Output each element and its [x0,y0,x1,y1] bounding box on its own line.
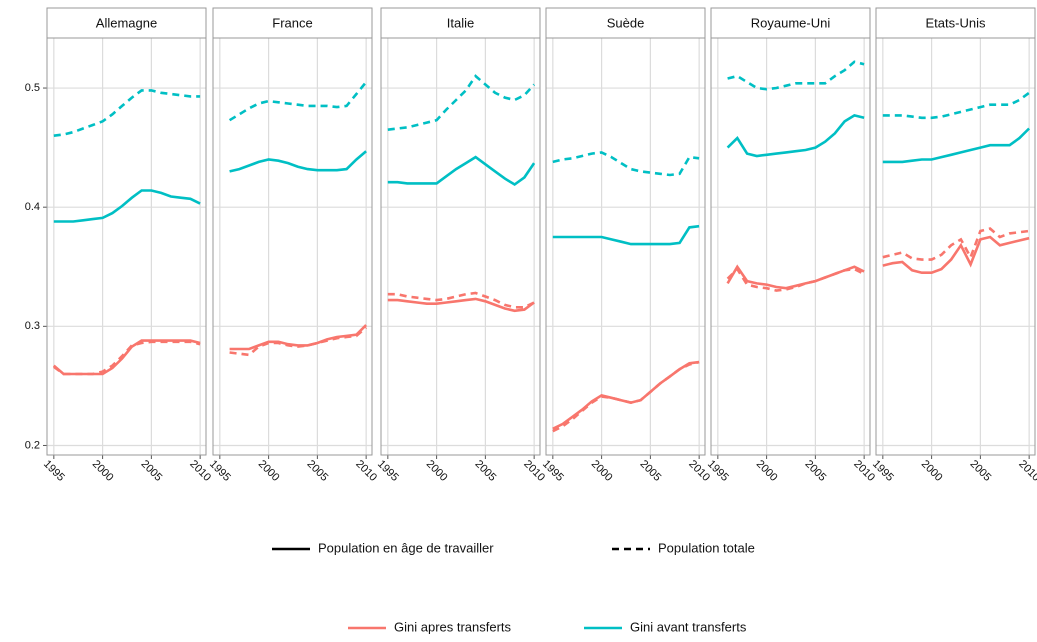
series-line [882,91,1030,120]
x-tick-label: 1995 [375,458,401,484]
legend-label: Gini avant transferts [630,619,747,634]
panel-strip [875,7,1036,39]
panel-strip [380,7,541,39]
panel-border [212,37,373,456]
x-tick-label: 2000 [90,458,116,484]
panel-strip [545,7,706,39]
series-line [387,291,535,309]
x-tick-label: 2000 [919,458,945,484]
y-tick-label: 0.3 [25,320,40,332]
y-tick-label: 0.5 [25,82,40,94]
panel-background [47,38,206,455]
x-tick-label: 1995 [207,458,233,484]
panel-border [46,37,207,456]
y-tick-label: 0.2 [25,439,40,451]
legend-label: Population totale [658,540,755,555]
x-tick-label: 2010 [187,458,213,484]
series-line [53,89,201,137]
x-tick-label: 2000 [256,458,282,484]
series-line [726,264,865,290]
series-line [53,189,201,223]
y-tick-label: 0.4 [25,201,40,213]
panel-title: Italie [447,15,474,30]
x-tick-label: 2010 [1016,458,1037,484]
series-line [882,127,1031,164]
panel-background [546,38,705,455]
x-tick-label: 2005 [139,458,165,484]
x-tick-label: 2005 [638,458,664,484]
series-line [727,60,865,91]
series-line [726,114,865,158]
x-tick-label: 2000 [754,458,780,484]
series-line [552,151,700,177]
panel-background [213,38,372,455]
panel-title: Allemagne [96,15,157,30]
legend-label: Population en âge de travailler [318,540,494,555]
series-line [882,235,1030,274]
series-line [552,224,700,246]
x-tick-label: 2005 [473,458,499,484]
series-line [552,360,700,430]
x-tick-label: 1995 [41,458,67,484]
panel-background [381,38,540,455]
legend-label: Gini apres transferts [394,619,512,634]
series-line [387,155,536,187]
x-tick-label: 2005 [305,458,331,484]
panel-strip [46,7,207,39]
panel-border [545,37,706,456]
panel-title: France [272,15,312,30]
panel-title: Etats-Unis [926,15,986,30]
x-tick-label: 2000 [589,458,615,484]
panel-background [711,38,870,455]
series-line [387,74,536,131]
series-line [52,339,201,376]
series-line [228,81,368,122]
series-line [387,297,535,313]
x-tick-label: 2005 [968,458,994,484]
x-tick-label: 2000 [424,458,450,484]
panel-border [875,37,1036,456]
panel-border [710,37,871,456]
series-line [882,227,1030,261]
x-tick-label: 2005 [803,458,829,484]
panel-title: Suède [607,15,645,30]
series-line [229,324,368,351]
panel-title: Royaume-Uni [751,15,831,30]
panel-strip [212,7,373,39]
series-line [229,150,367,173]
panel-background [876,38,1035,455]
x-tick-label: 2010 [353,458,379,484]
panel-border [380,37,541,456]
